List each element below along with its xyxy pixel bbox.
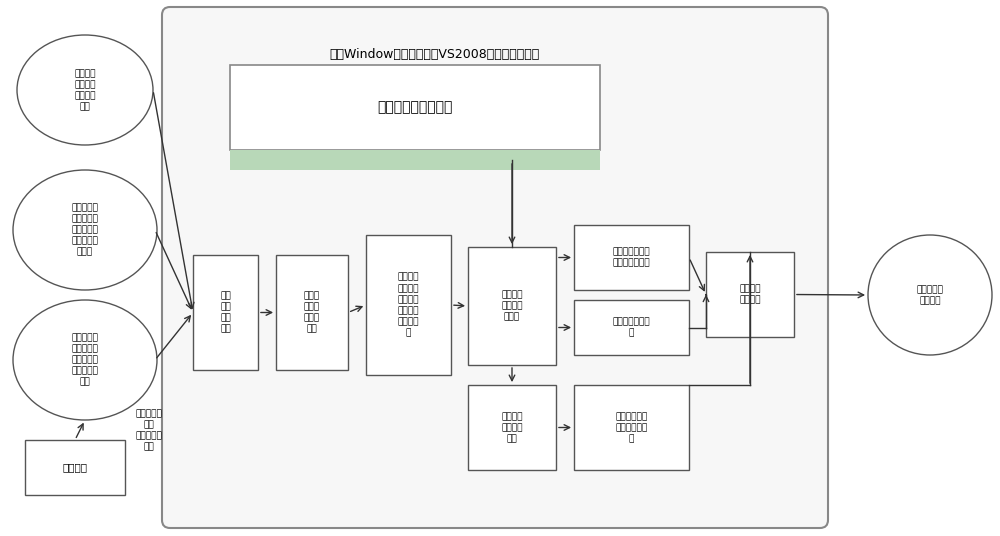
Ellipse shape: [868, 235, 992, 355]
Ellipse shape: [13, 170, 157, 290]
Text: 机器人仿真路径
安全性检测模块: 机器人仿真路径 安全性检测模块: [613, 248, 650, 267]
Bar: [276, 255, 348, 370]
Bar: [706, 252, 794, 337]
Text: 机器人三维虚拟环境: 机器人三维虚拟环境: [377, 101, 453, 115]
Bar: [574, 300, 689, 355]
FancyBboxPatch shape: [162, 7, 828, 528]
Ellipse shape: [13, 300, 157, 420]
Text: 机器人的
工具坐标
系与用户
坐标系数
据设置模
块: 机器人的 工具坐标 系与用户 坐标系数 据设置模 块: [398, 273, 419, 337]
Text: 机器人工作
对象的笛卡
几坐标系路
径数据获取
模块: 机器人工作 对象的笛卡 几坐标系路 径数据获取 模块: [72, 333, 98, 386]
Bar: [230, 150, 600, 170]
Bar: [468, 247, 556, 365]
Bar: [574, 385, 689, 470]
Bar: [468, 385, 556, 470]
Text: 路径异常检测模
块: 路径异常检测模 块: [613, 317, 650, 338]
Bar: [193, 255, 258, 370]
Text: 机器人
坐标转
换计算
模块: 机器人 坐标转 换计算 模块: [304, 292, 320, 333]
Text: 扫描模块: 扫描模块: [62, 463, 88, 473]
Bar: [574, 225, 689, 290]
Bar: [230, 65, 600, 150]
Ellipse shape: [17, 35, 153, 145]
Text: 机器人仿
真路径控
制模块: 机器人仿 真路径控 制模块: [501, 291, 523, 322]
Text: 路径编辑
修改模块: 路径编辑 修改模块: [739, 285, 761, 304]
Bar: [366, 235, 451, 375]
Text: 路径
代码
译码
模块: 路径 代码 译码 模块: [220, 292, 231, 333]
Text: 带有Window操作系统以及VS2008编程平台的终端: 带有Window操作系统以及VS2008编程平台的终端: [330, 48, 540, 62]
Text: 机器人运动路
径程序输出模
块: 机器人运动路 径程序输出模 块: [615, 412, 648, 443]
Text: 机器人工作
对象
的三维实体
数据: 机器人工作 对象 的三维实体 数据: [135, 409, 162, 451]
Text: 机器人运动
路径程序: 机器人运动 路径程序: [917, 285, 943, 305]
Bar: [25, 440, 125, 495]
Text: 机器人程
序后处理
模块: 机器人程 序后处理 模块: [501, 412, 523, 443]
Text: 机器人工作
对象和机器
人及其工具
三维模型获
取模块: 机器人工作 对象和机器 人及其工具 三维模型获 取模块: [72, 203, 98, 257]
Text: 机器人运
动学约束
条件设定
模块: 机器人运 动学约束 条件设定 模块: [74, 69, 96, 111]
